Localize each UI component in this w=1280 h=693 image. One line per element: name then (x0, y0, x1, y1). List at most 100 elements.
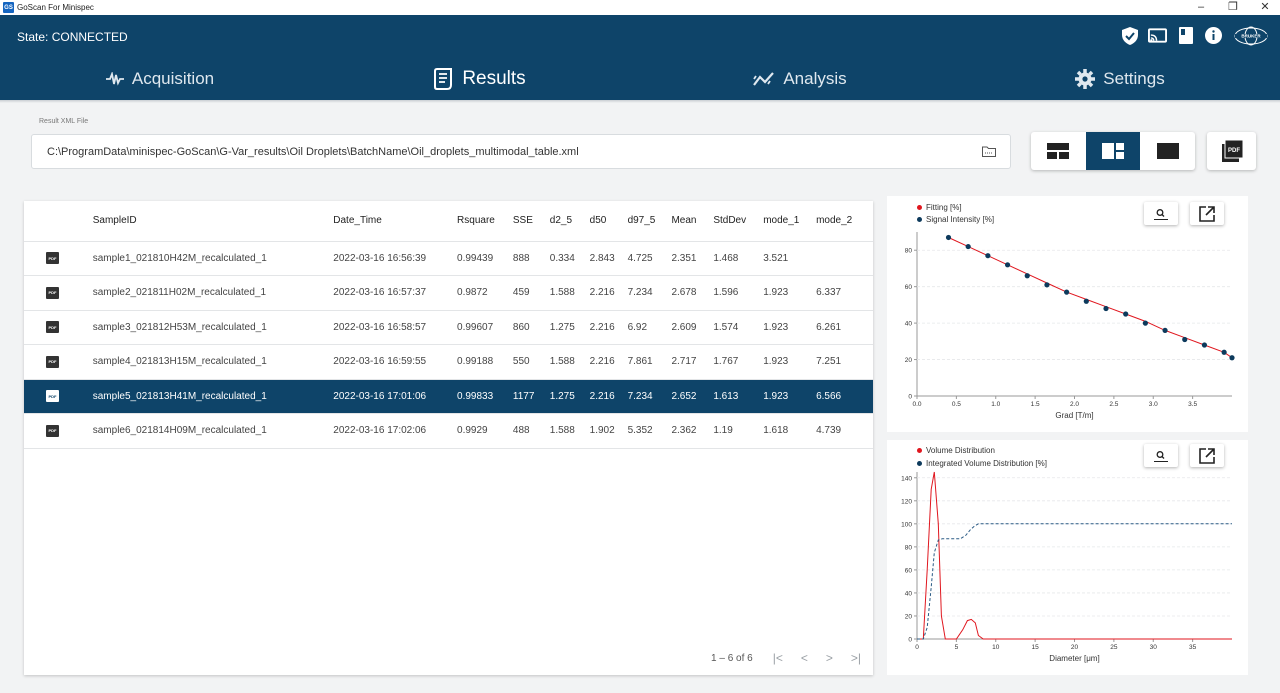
legend-label-fitting: Fitting [%] (926, 203, 962, 212)
column-header[interactable]: d2_5 (549, 201, 590, 242)
column-header[interactable]: mode_1 (763, 201, 817, 242)
table-row[interactable]: PDF sample3_021812H53M_recalculated_1 2022… (24, 310, 873, 345)
x-tick-label: 10 (992, 644, 1000, 651)
data-point-signal (1083, 298, 1089, 304)
y-tick-label: 100 (901, 521, 912, 528)
cast-icon[interactable] (1148, 26, 1167, 45)
row-pdf-cell[interactable]: PDF (24, 413, 93, 449)
x-tick-label: 1.0 (991, 401, 1000, 408)
table-cell: 1.923 (763, 379, 817, 414)
pdf-icon[interactable]: PDF (46, 286, 59, 299)
pdf-icon[interactable]: PDF (46, 424, 59, 437)
tab-analysis-label: Analysis (783, 69, 847, 88)
column-header[interactable]: mode_2 (816, 201, 873, 242)
book-icon[interactable] (1176, 26, 1195, 45)
last-page-icon[interactable]: >| (850, 651, 861, 665)
prev-page-icon[interactable]: < (800, 651, 808, 665)
next-page-icon[interactable]: > (825, 651, 833, 665)
expand-button-1[interactable] (1190, 202, 1224, 225)
table-cell: 6.92 (627, 310, 672, 345)
table-cell: 2022-03-16 16:57:37 (333, 275, 458, 311)
column-header[interactable]: d97_5 (627, 201, 672, 242)
column-header[interactable]: SSE (512, 201, 550, 242)
row-pdf-cell[interactable]: PDF (24, 275, 93, 311)
legend-item-signal: Signal Intensity [%] (917, 215, 994, 224)
zoom-button-2[interactable] (1144, 444, 1178, 467)
table-cell: sample2_021811H02M_recalculated_1 (92, 275, 334, 311)
table-cell: 2.216 (589, 344, 628, 380)
result-file-input[interactable]: C:\ProgramData\minispec-GoScan\G-Var_res… (31, 134, 1011, 169)
column-header[interactable]: StdDev (713, 201, 764, 242)
info-icon[interactable] (1204, 26, 1223, 45)
table-row[interactable]: PDF sample4_021813H15M_recalculated_1 2022… (24, 344, 873, 380)
table-cell: 2.717 (671, 344, 714, 380)
distribution-chart: 0 20 40 60 80 100 120 140 0 5 10 15 20 25 30 35 Diameter… (901, 471, 1232, 663)
table-cell: 1.613 (713, 379, 764, 414)
restore-icon[interactable]: ❐ (1228, 1, 1238, 13)
folder-icon[interactable] (982, 146, 996, 160)
y-tick-label: 60 (905, 284, 913, 291)
row-pdf-cell[interactable]: PDF (24, 344, 93, 380)
shield-check-icon[interactable] (1120, 26, 1139, 45)
expand-button-2[interactable] (1190, 444, 1224, 467)
table-cell: 3.521 (763, 241, 817, 276)
tab-results-label: Results (462, 68, 526, 89)
table-cell: 7.251 (816, 344, 873, 380)
pdf-icon[interactable]: PDF (46, 390, 59, 403)
table-cell: 1.588 (549, 275, 590, 311)
legend-label-volume: Volume Distribution (926, 446, 995, 455)
row-pdf-cell[interactable]: PDF (24, 310, 93, 345)
column-header[interactable]: d50 (589, 201, 628, 242)
tab-analysis[interactable]: Analysis (640, 65, 960, 93)
pdf-icon[interactable]: PDF (46, 252, 59, 265)
data-point-signal (1142, 320, 1148, 326)
table-cell: 459 (512, 275, 550, 311)
table-cell: 1.588 (549, 413, 590, 449)
table-cell: 2022-03-16 16:56:39 (333, 241, 458, 276)
table-row[interactable]: PDF sample2_021811H02M_recalculated_1 2022… (24, 275, 873, 311)
table-cell: 1.923 (763, 310, 817, 345)
table-cell (816, 241, 873, 276)
row-pdf-cell[interactable]: PDF (24, 379, 93, 414)
tab-results[interactable]: Results (320, 65, 640, 93)
first-page-icon[interactable]: |< (772, 651, 783, 665)
x-tick-label: 2.5 (1109, 401, 1118, 408)
table-row[interactable]: PDF sample5_021813H41M_recalculated_1 2022… (24, 379, 873, 414)
layout-single-button[interactable] (1140, 132, 1195, 170)
analytics-icon (753, 71, 775, 87)
x-tick-label: 3.5 (1188, 401, 1197, 408)
table-cell: 860 (512, 310, 550, 345)
table-cell: 6.566 (816, 379, 873, 414)
connection-state: State: CONNECTED (17, 30, 128, 44)
table-row[interactable]: PDF sample1_021810H42M_recalculated_1 2022… (24, 241, 873, 276)
export-pdf-button[interactable]: PDF (1207, 132, 1256, 170)
table-cell: 2.652 (671, 379, 714, 414)
data-point-signal (1004, 262, 1011, 268)
y-tick-label: 140 (901, 475, 912, 482)
y-tick-label: 20 (905, 357, 913, 364)
x-tick-label: 0.0 (912, 401, 921, 408)
x-axis-label: Grad [T/m] (1055, 411, 1093, 420)
pdf-icon[interactable]: PDF (46, 355, 59, 368)
close-icon[interactable]: ✕ (1260, 1, 1270, 13)
y-tick-label: 20 (905, 613, 913, 620)
data-point-signal (1201, 342, 1208, 348)
minimize-icon[interactable]: – (1197, 1, 1205, 13)
table-cell: 2.216 (589, 379, 628, 414)
legend-item-integrated: Integrated Volume Distribution [%] (917, 459, 1047, 468)
column-header[interactable]: Date_Time (333, 201, 458, 242)
column-header[interactable]: Rsquare (457, 201, 513, 242)
result-file-path: C:\ProgramData\minispec-GoScan\G-Var_res… (47, 145, 579, 158)
layout-split-vertical-button[interactable] (1085, 132, 1141, 170)
layout-split-horizontal-button[interactable] (1031, 132, 1086, 170)
column-header[interactable]: Mean (671, 201, 714, 242)
zoom-button-1[interactable] (1144, 202, 1178, 225)
x-axis-label: Diameter [μm] (1049, 654, 1099, 663)
row-pdf-cell[interactable]: PDF (24, 241, 93, 276)
tab-settings[interactable]: Settings (960, 65, 1280, 93)
tab-acquisition[interactable]: Acquisition (0, 65, 320, 93)
table-row[interactable]: PDF sample6_021814H09M_recalculated_1 2022… (24, 413, 873, 449)
results-table-panel: SampleID Date_Time Rsquare SSE d2_5 d50 d97_5 M… (24, 201, 873, 675)
column-header[interactable]: SampleID (92, 201, 334, 242)
pdf-icon[interactable]: PDF (46, 321, 59, 334)
